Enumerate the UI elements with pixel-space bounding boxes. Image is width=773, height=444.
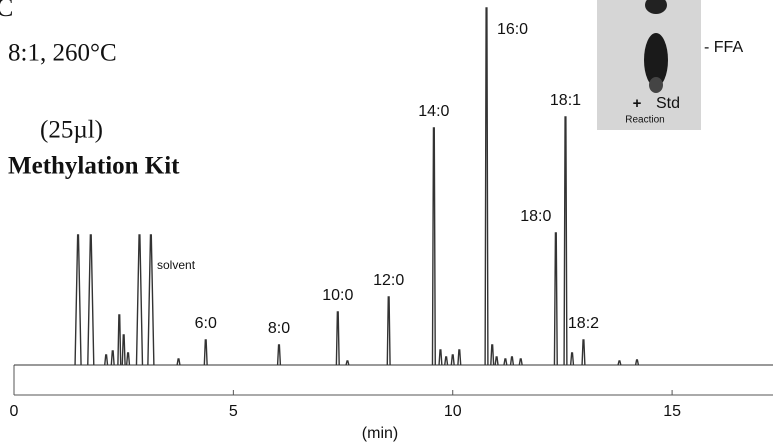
x-tick-label: 5 <box>229 403 238 420</box>
peak <box>87 234 95 366</box>
peak-label: 12:0 <box>373 272 404 289</box>
tlc-lane-caption: Reaction <box>625 115 664 126</box>
peak-label: 16:0 <box>497 21 528 38</box>
peak <box>438 349 443 366</box>
peak-label: 18:2 <box>568 315 599 332</box>
peak <box>490 344 495 366</box>
x-tick-label: 15 <box>663 403 681 420</box>
peak <box>553 232 558 366</box>
tlc-band-label: - FFA <box>704 39 743 56</box>
tlc-spot <box>644 33 668 87</box>
x-tick-label: 0 <box>10 403 19 420</box>
panel-letter: C <box>0 0 13 22</box>
peak <box>386 296 391 366</box>
peak-label: 18:1 <box>550 92 581 109</box>
peak <box>104 354 109 366</box>
peak <box>509 356 515 366</box>
peak-label: 14:0 <box>418 103 449 120</box>
tlc-lane-label: + <box>633 95 642 112</box>
tlc-inset <box>597 0 701 130</box>
peak <box>518 358 523 366</box>
peak <box>276 344 282 366</box>
peak <box>110 350 115 366</box>
peak <box>125 352 131 366</box>
conditions: 8:1, 260°C <box>8 40 117 67</box>
peak <box>335 311 340 366</box>
peak-label: 10:0 <box>322 287 353 304</box>
x-axis-label: (min) <box>362 425 398 442</box>
peak-label: 6:0 <box>195 315 217 332</box>
peak <box>494 356 499 366</box>
peak <box>345 360 350 366</box>
peak-label: 8:0 <box>268 320 290 337</box>
method: Methylation Kit <box>8 153 180 180</box>
peak <box>450 354 455 366</box>
peak <box>121 334 126 366</box>
tlc-spot <box>649 77 663 93</box>
solvent-label: solvent <box>157 258 196 272</box>
peak <box>617 360 622 366</box>
x-tick-label: 10 <box>444 403 462 420</box>
peak <box>203 339 208 366</box>
peak <box>176 358 181 366</box>
volume: (25µl) <box>40 117 103 144</box>
peak <box>431 127 436 366</box>
peak <box>74 234 82 366</box>
peak-label: 18:0 <box>520 208 551 225</box>
peak <box>569 352 575 366</box>
peak <box>581 339 586 366</box>
tlc-lane-label: Std <box>656 95 680 112</box>
peak <box>457 349 462 366</box>
peak <box>563 116 568 366</box>
tlc-spot <box>645 0 667 14</box>
peak <box>444 356 449 366</box>
peak <box>634 359 640 366</box>
peak <box>503 358 508 366</box>
peak <box>135 234 144 366</box>
peak <box>147 234 155 366</box>
peak <box>484 7 489 366</box>
peak <box>117 314 122 366</box>
